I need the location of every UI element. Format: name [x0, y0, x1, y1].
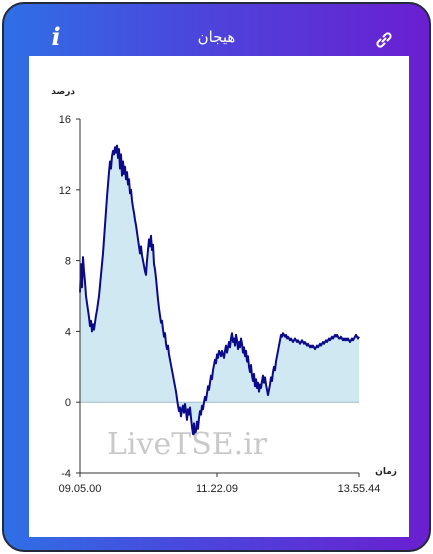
chart: درصد زمان -4 0 4 8 12 16 09.05.00 11.22.09 13.55… [51, 87, 397, 495]
watermark: LiveTSE.ir [107, 427, 268, 462]
header-bar: i هیجان [4, 4, 429, 56]
y-tick-label: 16 [59, 114, 71, 126]
series-area-fill [80, 145, 359, 438]
x-axis-title: زمان [375, 467, 397, 477]
axis-layer [79, 119, 359, 474]
y-tick-label: 8 [65, 256, 71, 268]
y-tick-label: 4 [65, 326, 71, 338]
info-button[interactable]: i [44, 22, 68, 52]
y-axis-title: درصد [51, 87, 75, 97]
x-tick-label: 09.05.00 [59, 483, 102, 495]
y-tick-label: -4 [61, 468, 71, 480]
page-title: هیجان [197, 28, 236, 46]
y-tick-label: 12 [59, 185, 71, 197]
link-button[interactable] [374, 30, 394, 50]
link-icon [376, 32, 392, 48]
series-line [79, 144, 360, 439]
x-tick-label: 13.55.44 [338, 483, 381, 495]
area-layer [79, 144, 360, 439]
info-icon: i [51, 22, 61, 51]
tick-layer: -4 0 4 8 12 16 09.05.00 11.22.09 13.55.44 [59, 114, 381, 495]
x-tick-label: 11.22.09 [196, 483, 238, 495]
chart-panel: درصد زمان -4 0 4 8 12 16 09.05.00 11.22.09 13.55… [29, 56, 409, 537]
y-tick-label: 0 [65, 397, 71, 409]
